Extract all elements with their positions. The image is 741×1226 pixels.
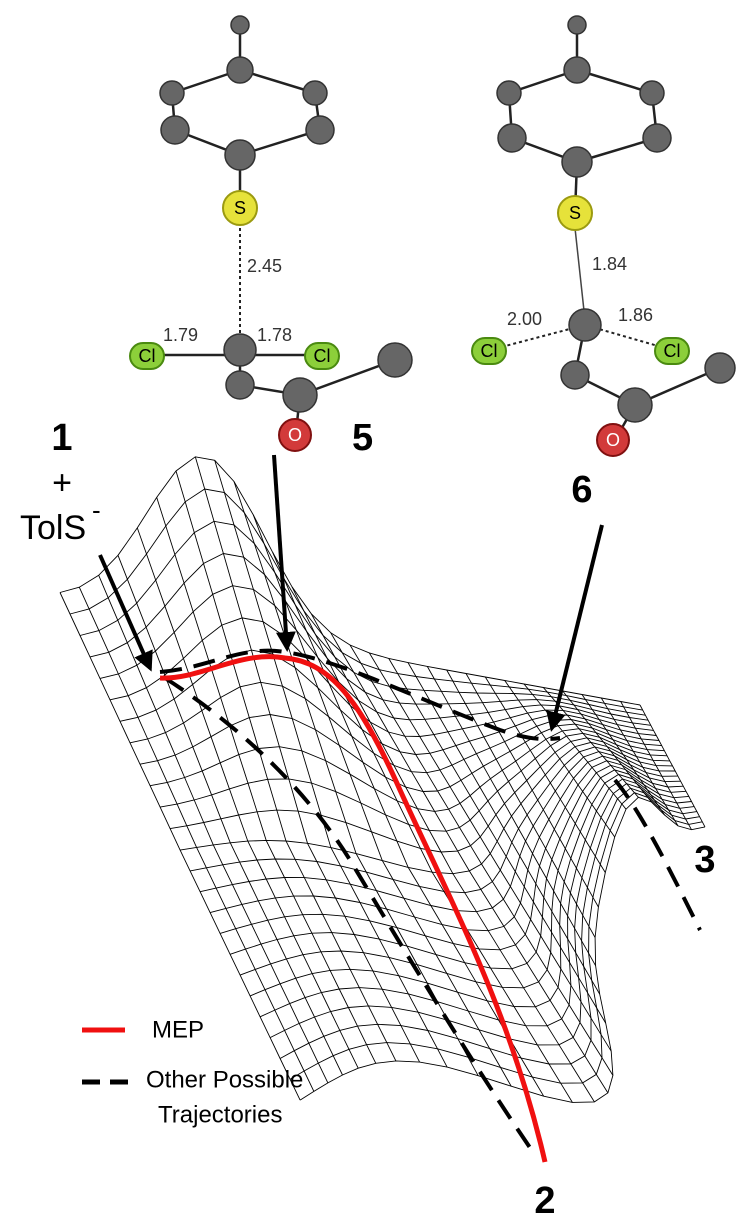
mesh-line (137, 528, 358, 1068)
bond-distance: 2.00 (507, 309, 542, 329)
reactant-number: 1 (51, 417, 72, 459)
atom-label: Cl (139, 346, 156, 366)
bond-distance: 2.45 (247, 256, 282, 276)
diagram: S Cl Cl O 2.45 1.79 1.78 5 S Cl Cl O 1.8… (0, 0, 741, 1226)
structure-label: 6 (571, 469, 592, 511)
legend-label: MEP (152, 1016, 204, 1043)
mesh-line (250, 774, 691, 1006)
mesh-line (485, 677, 605, 873)
structure-label: 5 (352, 417, 373, 459)
mesh-line (331, 633, 608, 1093)
bond-distance: 1.79 (163, 325, 198, 345)
mesh-line (230, 765, 686, 969)
structure-5: S Cl Cl O 2.45 1.79 1.78 5 (130, 16, 412, 459)
mesh-line (447, 670, 595, 938)
mesh-line (110, 618, 654, 737)
legend-label: Other Possible (146, 1066, 303, 1093)
mesh-line (350, 645, 613, 1075)
mesh-line (118, 555, 343, 1075)
atom-label: S (234, 198, 246, 218)
legend-label: Trajectories (158, 1101, 282, 1128)
bond-distance: 1.86 (618, 305, 653, 325)
mesh-line (601, 698, 678, 826)
mesh-line (210, 756, 680, 931)
bond-distance: 1.78 (257, 325, 292, 345)
legend: MEP Other Possible Trajectories (82, 1016, 303, 1128)
atom-label: O (606, 430, 620, 450)
atom-label: Cl (664, 341, 681, 361)
mesh-line (640, 705, 705, 827)
mesh-line (466, 674, 598, 908)
mesh-line (99, 575, 328, 1083)
product-label: 2 (534, 1180, 555, 1222)
mesh-line (270, 784, 697, 1045)
mesh-line (300, 797, 705, 1102)
mesh-line (157, 497, 376, 1063)
structure-6: S Cl Cl O 1.84 2.00 1.86 6 (472, 16, 735, 511)
plus-sign: + (52, 464, 72, 502)
mesh-line (200, 752, 678, 912)
charge: - (92, 495, 101, 525)
mesh-line (130, 682, 659, 772)
mesh-line (60, 457, 640, 705)
atom-label: Cl (314, 346, 331, 366)
mesh-line (176, 471, 396, 1061)
mesh-line (290, 793, 702, 1083)
bond-distance: 1.84 (592, 254, 627, 274)
product-label: 3 (694, 839, 715, 881)
mesh-line (234, 482, 478, 1076)
atom-label: S (569, 203, 581, 223)
atom-label: Cl (481, 341, 498, 361)
reactant-name: TolS (20, 509, 86, 547)
atom-label: O (288, 425, 302, 445)
energy-surface (60, 457, 705, 1103)
